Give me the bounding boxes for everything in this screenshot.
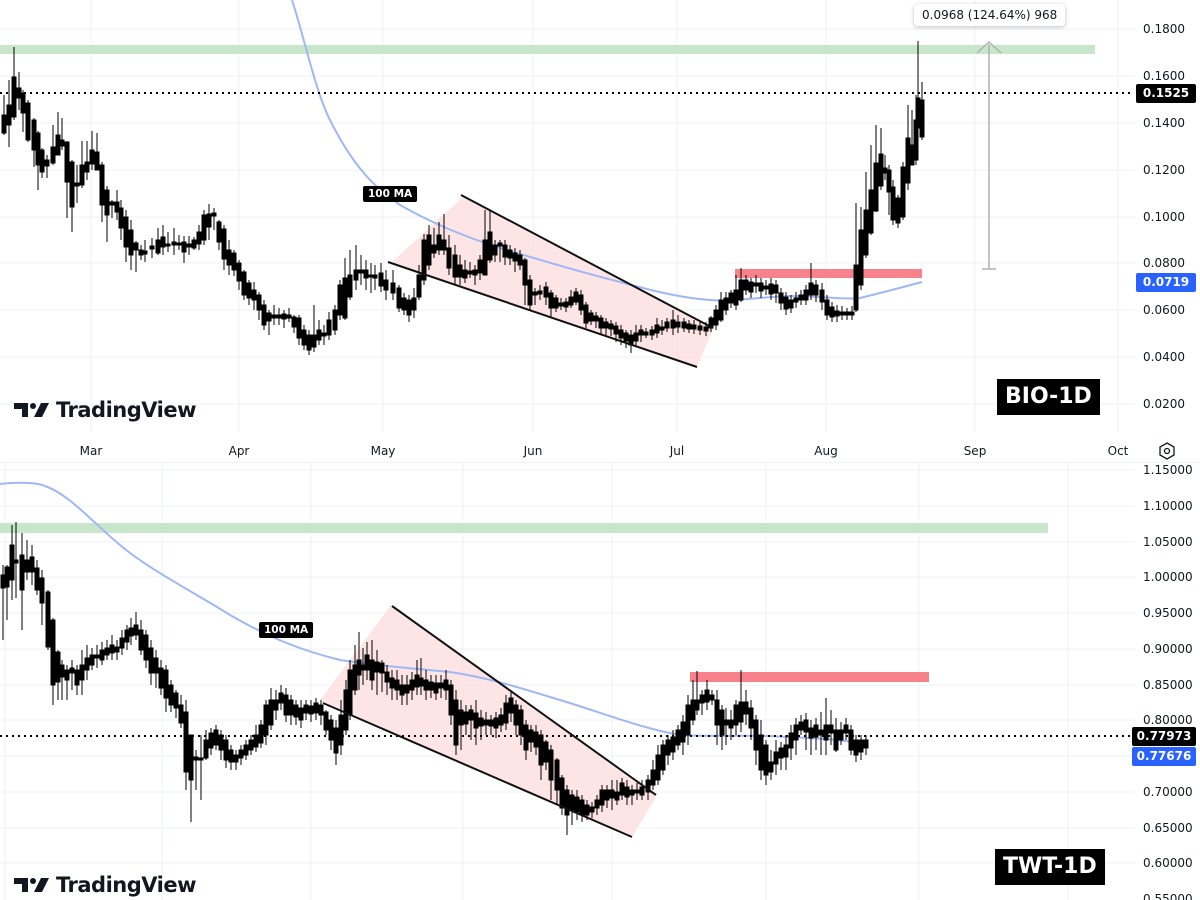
bio-ma-line [291, 0, 923, 302]
twt-chart-pane[interactable]: 1.15000 1.10000 1.05000 1.00000 0.95000 … [0, 462, 1200, 900]
svg-text:Apr: Apr [229, 444, 250, 458]
bio-x-axis[interactable]: Mar Apr May Jun Jul Aug Sep Oct [80, 444, 1129, 458]
twt-chart-canvas[interactable]: 1.15000 1.10000 1.05000 1.00000 0.95000 … [0, 462, 1200, 900]
svg-text:0.1600: 0.1600 [1143, 69, 1185, 83]
bio-wedge-fill [392, 197, 713, 367]
svg-text:0.0800: 0.0800 [1143, 256, 1185, 270]
bio-ma-price-tag: 0.0719 [1136, 273, 1196, 292]
bio-ma-tag: 100 MA [363, 186, 418, 202]
svg-text:Aug: Aug [814, 444, 837, 458]
bio-measure-label: 0.0968 (124.64%) 968 [914, 4, 1066, 26]
bio-wedge-lower-line [387, 261, 698, 368]
svg-text:0.0400: 0.0400 [1143, 350, 1185, 364]
twt-last-price-tag: 0.77973 [1132, 727, 1196, 746]
tradingview-logo-icon [14, 878, 49, 892]
svg-text:0.60000: 0.60000 [1143, 856, 1193, 870]
svg-text:May: May [371, 444, 396, 458]
svg-text:Mar: Mar [80, 444, 103, 458]
svg-text:Sep: Sep [964, 444, 987, 458]
bio-chart-pane[interactable]: 0.1800 0.1600 0.1400 0.1200 0.1000 0.080… [0, 0, 1200, 462]
svg-text:0.90000: 0.90000 [1143, 642, 1193, 656]
bio-y-axis[interactable]: 0.1800 0.1600 0.1400 0.1200 0.1000 0.080… [1143, 22, 1185, 411]
bio-wedge-upper-line [460, 194, 714, 329]
twt-wedge-upper-line [391, 605, 657, 796]
twt-y-axis[interactable]: 1.15000 1.10000 1.05000 1.00000 0.95000 … [1143, 463, 1193, 900]
svg-text:0.0600: 0.0600 [1143, 303, 1185, 317]
svg-text:0.1400: 0.1400 [1143, 116, 1185, 130]
twt-symbol-badge: TWT-1D [995, 849, 1105, 885]
bio-last-price-tag: 0.1525 [1136, 84, 1196, 103]
svg-text:0.65000: 0.65000 [1143, 821, 1193, 835]
svg-text:Jun: Jun [523, 444, 543, 458]
svg-text:0.80000: 0.80000 [1143, 713, 1193, 727]
svg-text:1.10000: 1.10000 [1143, 499, 1193, 513]
svg-text:Oct: Oct [1108, 444, 1129, 458]
bio-breakout-zone [735, 269, 922, 278]
svg-text:0.70000: 0.70000 [1143, 785, 1193, 799]
twt-resistance-zone [0, 523, 1048, 533]
svg-text:0.95000: 0.95000 [1143, 606, 1193, 620]
svg-text:Jul: Jul [669, 444, 684, 458]
svg-text:0.85000: 0.85000 [1143, 678, 1193, 692]
svg-text:1.15000: 1.15000 [1143, 463, 1193, 477]
tradingview-logo-text: TradingView [56, 873, 196, 897]
svg-text:0.1800: 0.1800 [1143, 22, 1185, 36]
bio-grid [0, 0, 1135, 432]
tradingview-logo-bottom: TradingView [14, 873, 196, 897]
settings-icon[interactable] [1158, 442, 1176, 465]
tradingview-logo-text: TradingView [56, 398, 196, 422]
svg-text:1.00000: 1.00000 [1143, 570, 1193, 584]
tradingview-logo: TradingView [14, 398, 196, 422]
bio-measure-arrow [976, 40, 1002, 270]
svg-text:0.1200: 0.1200 [1143, 163, 1185, 177]
bio-candles [1, 41, 925, 355]
bio-resistance-zone [0, 45, 1095, 54]
twt-ma-price-tag: 0.77676 [1132, 747, 1196, 766]
svg-text:1.05000: 1.05000 [1143, 535, 1193, 549]
twt-wedge-lower-line [322, 702, 633, 838]
bio-symbol-badge: BIO-1D [997, 379, 1100, 415]
svg-text:0.55000: 0.55000 [1143, 892, 1193, 900]
bio-chart-canvas[interactable]: 0.1800 0.1600 0.1400 0.1200 0.1000 0.080… [0, 0, 1200, 462]
tradingview-logo-icon [14, 403, 49, 417]
twt-candles [0, 522, 869, 835]
twt-ma-tag: 100 MA [259, 622, 314, 638]
svg-text:0.0200: 0.0200 [1143, 397, 1185, 411]
svg-text:0.1000: 0.1000 [1143, 210, 1185, 224]
twt-grid [0, 462, 1135, 900]
twt-breakout-zone [690, 672, 929, 682]
